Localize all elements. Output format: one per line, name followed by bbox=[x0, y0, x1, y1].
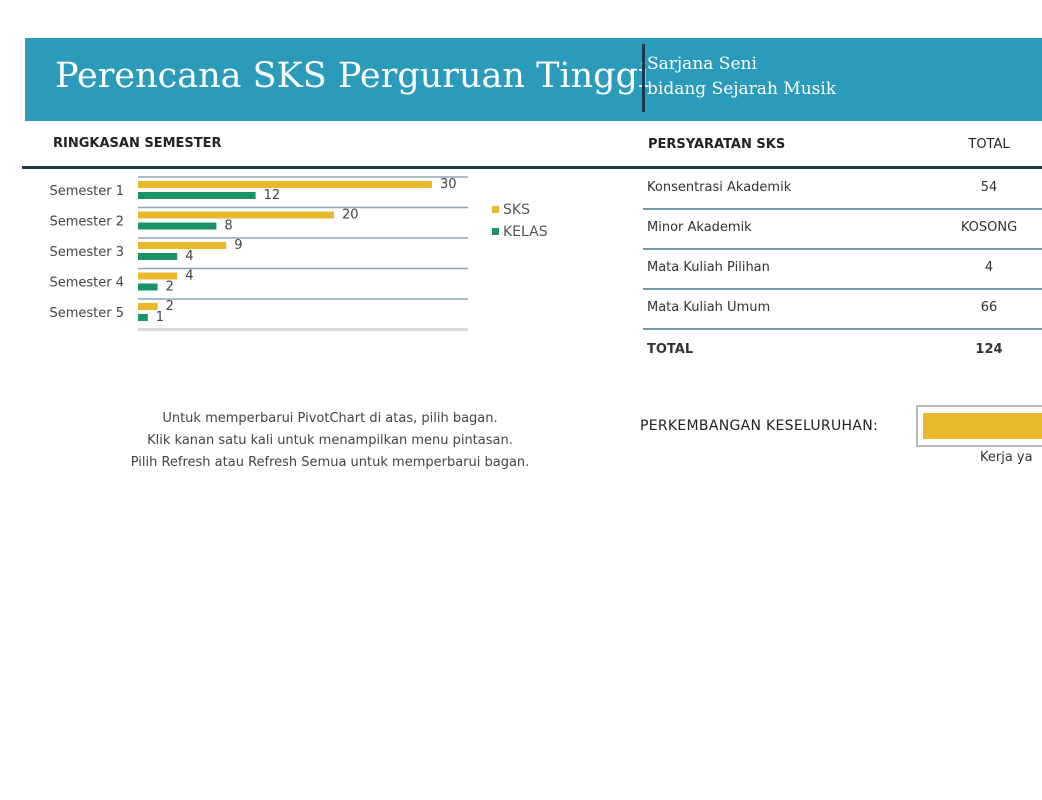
data-label: 4 bbox=[185, 269, 193, 284]
data-label: 9 bbox=[234, 238, 242, 253]
requirement-label: Konsentrasi Akademik bbox=[647, 180, 792, 195]
data-label: 30 bbox=[440, 177, 457, 192]
requirement-label: Minor Akademik bbox=[647, 220, 752, 235]
progress-fill bbox=[923, 413, 1042, 439]
chart-instructions: Untuk memperbarui PivotChart di atas, pi… bbox=[90, 408, 570, 474]
page-title: Perencana SKS Perguruan Tinggi bbox=[55, 56, 650, 96]
requirement-label: Mata Kuliah Umum bbox=[647, 300, 771, 315]
table-row: Minor Akademik KOSONG bbox=[643, 210, 1042, 250]
bar bbox=[138, 211, 334, 219]
table-row: Mata Kuliah Umum 66 bbox=[643, 290, 1042, 330]
banner-divider bbox=[642, 44, 645, 112]
data-label: 1 bbox=[156, 310, 164, 325]
bar bbox=[138, 222, 217, 230]
requirement-value: 66 bbox=[980, 300, 998, 315]
data-label: 2 bbox=[166, 280, 174, 295]
legend-entry: KELAS bbox=[503, 224, 548, 240]
degree-field: bidang Sejarah Musik bbox=[647, 79, 837, 99]
data-label: 2 bbox=[166, 299, 174, 314]
bar bbox=[138, 253, 178, 260]
legend-swatch bbox=[492, 228, 499, 235]
category-label: Semester 4 bbox=[49, 276, 124, 291]
bar bbox=[138, 192, 256, 199]
category-label: Semester 1 bbox=[49, 184, 124, 199]
header-banner: Perencana SKS Perguruan Tinggi Sarjana S… bbox=[25, 38, 1042, 121]
requirement-value: 4 bbox=[984, 260, 994, 275]
progress-caption: Kerja ya bbox=[980, 450, 1033, 465]
data-label: 20 bbox=[342, 208, 359, 223]
bar bbox=[138, 242, 227, 249]
requirement-value: 54 bbox=[980, 180, 998, 195]
bar bbox=[138, 303, 158, 310]
credit-requirements-heading: PERSYARATAN SKS bbox=[648, 137, 786, 152]
category-label: Semester 5 bbox=[49, 306, 124, 321]
requirement-value: KOSONG bbox=[960, 220, 1018, 235]
instruction-line: Untuk memperbarui PivotChart di atas, pi… bbox=[162, 411, 498, 426]
total-label: TOTAL bbox=[647, 342, 694, 357]
total-column-header: TOTAL bbox=[968, 137, 1010, 152]
overall-progress-label: PERKEMBANGAN KESELURUHAN: bbox=[640, 418, 879, 434]
bar bbox=[138, 314, 148, 321]
total-row: TOTAL 124 bbox=[643, 330, 1042, 368]
semester-summary-heading: RINGKASAN SEMESTER bbox=[53, 136, 222, 151]
requirements-table: Konsentrasi Akademik 54 Minor Akademik K… bbox=[643, 170, 1042, 368]
instruction-line: Klik kanan satu kali untuk menampilkan m… bbox=[147, 433, 513, 448]
bar bbox=[138, 272, 178, 280]
overall-progress-bar bbox=[916, 405, 1042, 447]
degree-title: Sarjana Seni bbox=[647, 54, 757, 74]
category-label: Semester 3 bbox=[49, 245, 124, 260]
legend-swatch bbox=[492, 206, 499, 213]
table-row: Mata Kuliah Pilihan 4 bbox=[643, 250, 1042, 290]
semester-chart[interactable]: Semester 1 30 12 Semester 2 20 8 Semester 3 9 4 S… bbox=[30, 170, 570, 335]
data-label: 12 bbox=[264, 188, 281, 203]
heading-divider bbox=[22, 166, 1042, 169]
data-label: 4 bbox=[185, 249, 193, 264]
category-label: Semester 2 bbox=[49, 215, 124, 230]
requirement-label: Mata Kuliah Pilihan bbox=[647, 260, 770, 275]
table-row: Konsentrasi Akademik 54 bbox=[643, 170, 1042, 210]
bar bbox=[138, 181, 432, 188]
legend-entry: SKS bbox=[503, 202, 530, 218]
total-value: 124 bbox=[975, 342, 1003, 357]
bar bbox=[138, 283, 158, 291]
data-label: 8 bbox=[224, 219, 232, 234]
instruction-line: Pilih Refresh atau Refresh Semua untuk m… bbox=[130, 455, 530, 470]
